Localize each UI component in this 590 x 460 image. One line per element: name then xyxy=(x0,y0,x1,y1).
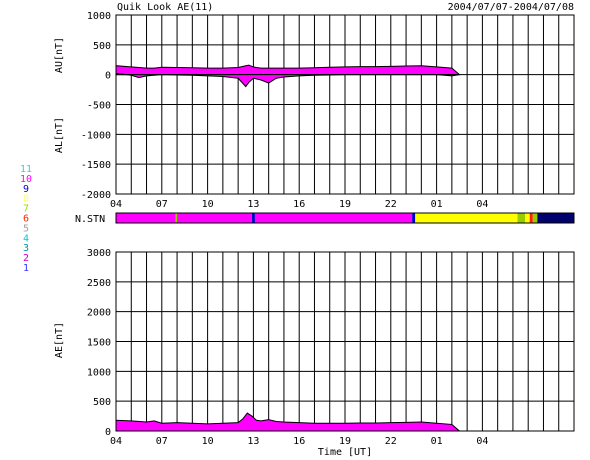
ae-ytick-label: 500 xyxy=(93,397,111,408)
au-al-xtick-label: 07 xyxy=(156,199,168,210)
au-al-frame xyxy=(115,14,575,195)
au-al-xtick-label: 19 xyxy=(339,199,351,210)
au-al-ytick-label: 500 xyxy=(93,41,111,52)
station-segment xyxy=(412,213,416,223)
ae-xtick-label: 16 xyxy=(293,436,305,447)
ae-xtick-label: 19 xyxy=(339,436,351,447)
ae-xtick-label: 22 xyxy=(385,436,397,447)
ae-xtick-label: 13 xyxy=(247,436,259,447)
date-range: 2004/07/07-2004/07/08 xyxy=(448,2,574,13)
legend-entry: 10 xyxy=(20,174,32,185)
station-segment xyxy=(415,213,518,223)
legend-entry: 5 xyxy=(23,223,29,234)
legend-entry: 3 xyxy=(23,243,29,254)
station-segment xyxy=(525,213,530,223)
ae-frame xyxy=(115,251,575,432)
station-segment xyxy=(517,213,526,223)
au-al-ytick-label: -500 xyxy=(87,101,111,112)
station-segment xyxy=(529,213,533,223)
au-al-ytick-label: -1000 xyxy=(81,130,111,141)
au-al-xtick-label: 04 xyxy=(110,199,122,210)
legend-entry: 11 xyxy=(20,164,32,175)
legend-entry: 6 xyxy=(23,214,29,225)
legend-entry: 7 xyxy=(23,204,29,215)
au-al-series-1 xyxy=(115,72,460,88)
ae-ytick-label: 3000 xyxy=(87,248,111,259)
ae-ytick-label: 1500 xyxy=(87,338,111,349)
ae-series-0 xyxy=(115,412,461,432)
ae-axis-label: AE[nT] xyxy=(54,322,65,358)
au-al-xtick-label: 01 xyxy=(431,199,443,210)
station-segment xyxy=(251,213,255,223)
au-al-xtick-label: 22 xyxy=(385,199,397,210)
station-segment xyxy=(254,213,413,223)
ae-ytick-label: 2500 xyxy=(87,278,111,289)
au-al-xtick-label: 10 xyxy=(202,199,214,210)
au-axis-label: AU[nT] xyxy=(54,37,65,73)
legend-entry: 8 xyxy=(23,194,29,205)
au-al-xtick-label: 13 xyxy=(247,199,259,210)
station-segment xyxy=(177,213,252,223)
au-al-xtick-label: 04 xyxy=(476,199,488,210)
legend-entry: 2 xyxy=(23,253,29,264)
au-al-xtick-label: 16 xyxy=(293,199,305,210)
ae-ytick-label: 2000 xyxy=(87,308,111,319)
legend-entry: 9 xyxy=(23,184,29,195)
au-al-ytick-label: 0 xyxy=(105,71,111,82)
x-axis-title: Time [UT] xyxy=(318,447,372,458)
ae-xtick-label: 04 xyxy=(110,436,122,447)
station-segment xyxy=(532,213,538,223)
chart-title: Quik Look AE(11) xyxy=(117,2,213,13)
ae-ytick-label: 0 xyxy=(105,427,111,438)
ae-xtick-label: 01 xyxy=(431,436,443,447)
au-al-ytick-label: 1000 xyxy=(87,11,111,22)
ae-xtick-label: 10 xyxy=(202,436,214,447)
ae-xtick-label: 04 xyxy=(476,436,488,447)
station-count-strip xyxy=(115,212,575,224)
al-axis-label: AL[nT] xyxy=(54,117,65,153)
legend-entry: 1 xyxy=(23,263,29,274)
ae-ytick-label: 1000 xyxy=(87,367,111,378)
ae-xtick-label: 07 xyxy=(156,436,168,447)
station-segment xyxy=(537,213,574,223)
au-al-ytick-label: -2000 xyxy=(81,190,111,201)
station-strip-frame xyxy=(115,212,575,224)
au-al-series-0 xyxy=(115,64,461,76)
station-segment xyxy=(175,213,178,223)
station-strip-label: N.STN xyxy=(75,214,105,225)
station-segment xyxy=(116,213,176,223)
legend-entry: 4 xyxy=(23,233,29,244)
au-al-ytick-label: -1500 xyxy=(81,160,111,171)
